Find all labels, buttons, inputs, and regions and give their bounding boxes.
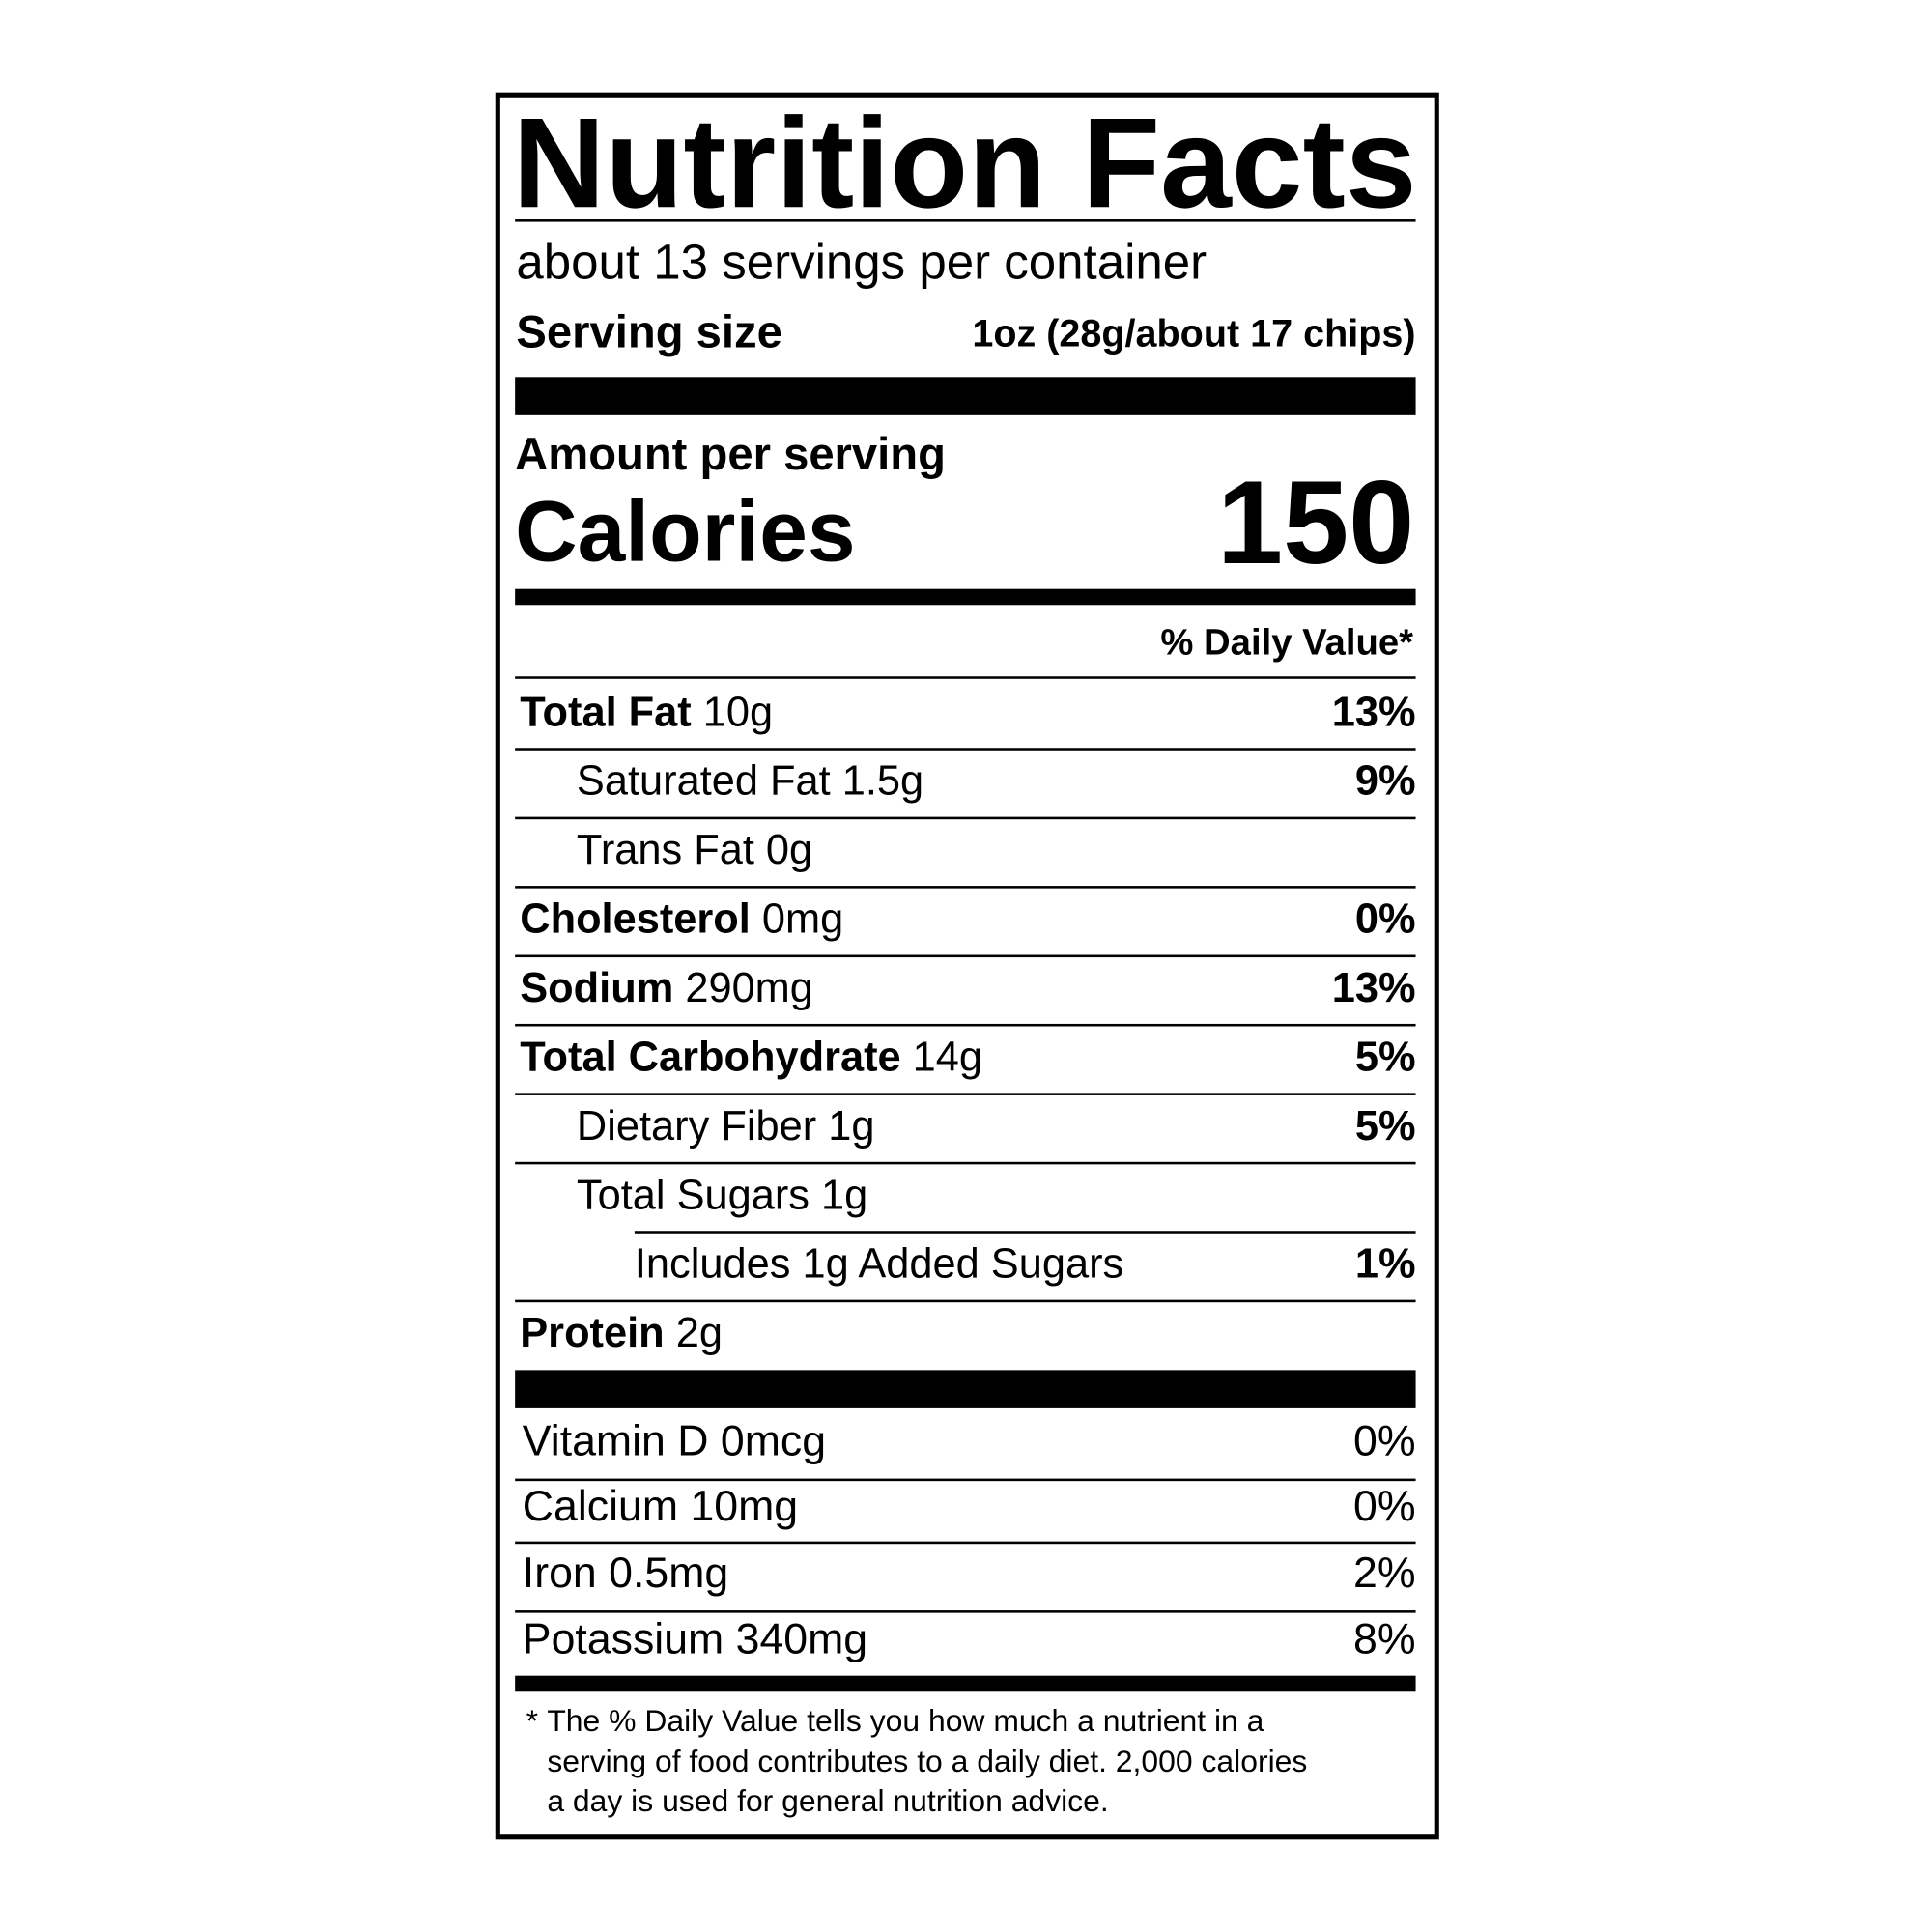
nutrient-row: Total Fat 10g 13% xyxy=(515,679,1416,751)
divider xyxy=(515,1023,1416,1027)
nutrient-label: Includes 1g Added Sugars xyxy=(635,1240,1123,1289)
nutrient-name: Protein xyxy=(520,1309,665,1357)
label-title: Nutrition Facts xyxy=(512,92,1417,236)
amount-per-serving: Amount per serving xyxy=(515,428,946,480)
divider xyxy=(515,1478,1416,1482)
nutrient-amount: 0mg xyxy=(750,895,844,943)
divider xyxy=(515,219,1416,222)
nutrient-row: Total Sugars 1g xyxy=(515,1162,1416,1234)
nutrient-name: Trans Fat 0g xyxy=(576,826,813,874)
footnote-line: serving of food contributes to a daily d… xyxy=(547,1744,1308,1779)
divider xyxy=(515,1161,1416,1165)
nutrient-row: Includes 1g Added Sugars 1% xyxy=(515,1231,1416,1303)
vitamin-daily-value: 0% xyxy=(1353,1482,1416,1531)
divider xyxy=(515,1541,1416,1545)
nutrient-row: Total Carbohydrate 14g 5% xyxy=(515,1024,1416,1095)
nutrient-daily-value: 13% xyxy=(1331,964,1416,1012)
vitamin-label: Iron 0.5mg xyxy=(522,1548,729,1598)
nutrient-name: Cholesterol xyxy=(520,895,751,943)
nutrient-daily-value: 0% xyxy=(1354,895,1416,943)
vitamin-label: Potassium 340mg xyxy=(522,1615,868,1663)
divider xyxy=(515,954,1416,958)
nutrient-name: Total Sugars 1g xyxy=(576,1172,868,1219)
nutrient-daily-value: 1% xyxy=(1354,1240,1416,1288)
nutrient-name: Total Carbohydrate xyxy=(520,1034,901,1081)
divider xyxy=(515,676,1416,679)
divider xyxy=(515,1093,1416,1095)
thick-divider xyxy=(515,377,1416,415)
servings-per-container: about 13 servings per container xyxy=(516,235,1208,290)
medium-divider xyxy=(515,588,1416,606)
thick-divider xyxy=(515,1370,1416,1408)
nutrient-daily-value: 5% xyxy=(1354,1102,1416,1151)
footnote-line: The % Daily Value tells you how much a n… xyxy=(547,1704,1264,1739)
serving-size-value: 1oz (28g/about 17 chips) xyxy=(972,311,1416,355)
divider xyxy=(515,748,1416,751)
nutrient-name: Sodium xyxy=(520,964,674,1012)
nutrient-label: Total Fat 10g xyxy=(520,689,773,737)
divider xyxy=(515,886,1416,889)
nutrient-daily-value: 5% xyxy=(1354,1034,1416,1081)
nutrient-name: Dietary Fiber 1g xyxy=(576,1102,875,1151)
nutrient-name: Saturated Fat 1.5g xyxy=(576,757,924,805)
serving-size-label: Serving size xyxy=(516,306,782,357)
divider xyxy=(515,816,1416,820)
divider xyxy=(515,1299,1416,1303)
nutrient-name: Includes 1g Added Sugars xyxy=(634,1240,1124,1288)
nutrient-label: Dietary Fiber 1g xyxy=(577,1103,875,1151)
nutrient-daily-value: 9% xyxy=(1354,757,1416,805)
nutrient-amount: 290mg xyxy=(673,964,813,1012)
label-border xyxy=(495,92,1439,1840)
vitamin-daily-value: 2% xyxy=(1353,1548,1416,1598)
nutrient-label: Total Sugars 1g xyxy=(577,1172,867,1220)
nutrient-label: Protein 2g xyxy=(520,1310,723,1358)
daily-value-header: % Daily Value* xyxy=(1160,622,1413,664)
nutrient-name: Total Fat xyxy=(520,689,692,736)
nutrient-row: Dietary Fiber 1g 5% xyxy=(515,1093,1416,1165)
divider xyxy=(515,1610,1416,1613)
calories-value: 150 xyxy=(1216,457,1415,589)
nutrient-amount: 14g xyxy=(900,1034,983,1081)
vitamin-daily-value: 0% xyxy=(1353,1416,1416,1465)
nutrient-amount: 10g xyxy=(691,689,774,736)
divider xyxy=(634,1231,1416,1234)
nutrient-daily-value: 13% xyxy=(1331,689,1416,736)
nutrient-row: Trans Fat 0g xyxy=(515,817,1416,889)
nutrient-amount: 2g xyxy=(664,1309,723,1357)
nutrient-row: Sodium 290mg 13% xyxy=(515,955,1416,1027)
nutrient-label: Trans Fat 0g xyxy=(577,827,812,875)
footnote-star: * xyxy=(526,1704,539,1739)
nutrient-label: Sodium 290mg xyxy=(520,965,813,1013)
nutrient-row: Cholesterol 0mg 0% xyxy=(515,886,1416,958)
nutrient-label: Total Carbohydrate 14g xyxy=(520,1034,982,1082)
nutrient-row: Saturated Fat 1.5g 9% xyxy=(515,748,1416,820)
vitamin-label: Calcium 10mg xyxy=(522,1482,799,1531)
nutrient-label: Saturated Fat 1.5g xyxy=(577,757,923,806)
vitamin-label: Vitamin D 0mcg xyxy=(522,1416,827,1465)
medium-divider xyxy=(515,1675,1416,1692)
nutrient-label: Cholesterol 0mg xyxy=(520,895,843,944)
footnote-line: a day is used for general nutrition advi… xyxy=(547,1783,1109,1819)
vitamin-daily-value: 8% xyxy=(1353,1615,1416,1663)
calories-label: Calories xyxy=(515,482,856,580)
footnote: The % Daily Value tells you how much a n… xyxy=(547,1701,1307,1821)
nutrient-row: Protein 2g xyxy=(515,1300,1415,1369)
